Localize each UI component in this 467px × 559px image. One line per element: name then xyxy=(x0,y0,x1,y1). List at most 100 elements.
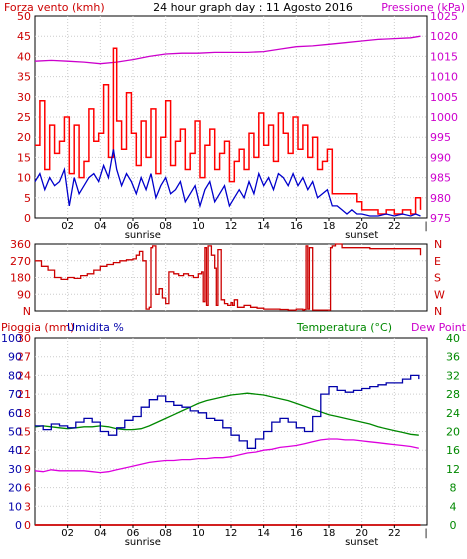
sunset-label: sunset xyxy=(345,537,378,548)
pressure-axis-tick: 1005 xyxy=(430,91,458,104)
dewpoint-line xyxy=(34,438,419,474)
x-tick-label: 06 xyxy=(127,221,140,232)
pressure-axis-tick: 1010 xyxy=(430,71,458,84)
compass-axis-tick: S xyxy=(434,272,441,285)
compass-axis-tick: N xyxy=(434,238,442,251)
x-tick-label: 20 xyxy=(355,528,368,539)
pressure-axis-tick: 1025 xyxy=(430,10,458,23)
x-tick-label: 12 xyxy=(225,528,238,539)
compass-axis-tick: N xyxy=(434,305,442,318)
direction-axis-tick: N xyxy=(23,305,31,318)
wind-axis-tick: 45 xyxy=(17,30,31,43)
x-tick-label: 20 xyxy=(355,221,368,232)
pressure-axis-tick: 1015 xyxy=(430,50,458,63)
x-tick-label: 16 xyxy=(290,528,303,539)
humidity-axis-tick: 20 xyxy=(8,482,22,495)
rain-axis-tick: 30 xyxy=(17,332,31,345)
rain-axis-tick: 27 xyxy=(17,351,31,364)
compass-axis-tick: E xyxy=(434,255,441,268)
temperature-axis-tick: 32 xyxy=(446,369,460,382)
rain-axis-tick: 21 xyxy=(17,388,31,401)
wind-speed-line xyxy=(34,149,421,217)
pressure-axis-tick: 1000 xyxy=(430,111,458,124)
temperature-axis-tick: 16 xyxy=(446,444,460,457)
x-tick-label: 04 xyxy=(94,221,107,232)
pressure-line xyxy=(34,35,421,65)
humidity-axis-tick: 60 xyxy=(8,407,22,420)
x-tick-label: 08 xyxy=(159,528,172,539)
x-tick-label: 22 xyxy=(388,221,401,232)
x-tick-label: 18 xyxy=(323,221,336,232)
rain-axis-tick: 6 xyxy=(24,482,31,495)
temperature-axis-tick: 12 xyxy=(446,463,460,476)
x-tick-label: 10 xyxy=(192,221,205,232)
x-tick-label: 08 xyxy=(159,221,172,232)
pressure-axis-tick: 995 xyxy=(430,131,451,144)
x-tick-label: 10 xyxy=(192,528,205,539)
humidity-axis-tick: 100 xyxy=(1,332,22,345)
humidity-axis-tick: 80 xyxy=(8,369,22,382)
wind-gust-line xyxy=(35,47,422,215)
dewpoint-axis-title: Dew Point xyxy=(411,321,467,334)
rain-axis-tick: 15 xyxy=(17,426,31,439)
rain-axis-tick: 3 xyxy=(24,500,31,513)
sunrise-label: sunrise xyxy=(125,537,161,548)
x-tick-label: 12 xyxy=(225,221,238,232)
x-end-marker: | xyxy=(424,221,427,232)
temperature-line xyxy=(34,392,419,436)
x-tick-label: 04 xyxy=(94,528,107,539)
temperature-axis-title: Temperatura (°C) xyxy=(296,321,392,334)
wind-axis-title: Forza vento (kmh) xyxy=(4,1,105,14)
pressure-axis-title: Pressione (kPa) xyxy=(381,1,465,14)
pressure-axis-tick: 980 xyxy=(430,192,451,205)
sunrise-label: sunrise xyxy=(125,230,161,241)
x-tick-label: 02 xyxy=(61,221,74,232)
temperature-axis-tick: 28 xyxy=(446,388,460,401)
pressure-axis-tick: 985 xyxy=(430,172,451,185)
wind-axis-tick: 0 xyxy=(24,212,31,225)
x-tick-label: 02 xyxy=(61,528,74,539)
wind-axis-tick: 15 xyxy=(17,151,31,164)
rain-axis-tick: 18 xyxy=(17,407,31,420)
direction-axis-tick: 90 xyxy=(17,288,31,301)
wind-axis-tick: 20 xyxy=(17,131,31,144)
chart-title: 24 hour graph day : 11 Agosto 2016 xyxy=(153,1,353,14)
humidity-axis-tick: 70 xyxy=(8,388,22,401)
wind-axis-tick: 25 xyxy=(17,111,31,124)
humidity-axis-tick: 90 xyxy=(8,351,22,364)
x-tick-label: 06 xyxy=(127,528,140,539)
rain-axis-tick: 12 xyxy=(17,444,31,457)
direction-axis-tick: 360 xyxy=(10,238,31,251)
temperature-axis-tick: 24 xyxy=(446,407,460,420)
temperature-axis-tick: 0 xyxy=(450,519,457,532)
humidity-axis-tick: 30 xyxy=(8,463,22,476)
humidity-axis-tick: 0 xyxy=(15,519,22,532)
compass-axis-tick: W xyxy=(434,288,445,301)
temperature-axis-tick: 20 xyxy=(446,426,460,439)
sunset-label: sunset xyxy=(345,230,378,241)
x-tick-label: 14 xyxy=(257,221,270,232)
pressure-axis-tick: 975 xyxy=(430,212,451,225)
x-tick-label: 22 xyxy=(388,528,401,539)
rain-axis-tick: 0 xyxy=(24,519,31,532)
humidity-axis-title: Umidita % xyxy=(67,321,124,334)
x-tick-label: 18 xyxy=(323,528,336,539)
wind-direction-line xyxy=(35,243,422,311)
pressure-axis-tick: 990 xyxy=(430,151,451,164)
direction-axis-tick: 270 xyxy=(10,255,31,268)
wind-axis-tick: 40 xyxy=(17,50,31,63)
wind-axis-tick: 35 xyxy=(17,71,31,84)
temperature-axis-tick: 40 xyxy=(446,332,460,345)
x-tick-label: 16 xyxy=(290,221,303,232)
temperature-axis-tick: 36 xyxy=(446,351,460,364)
temperature-axis-tick: 4 xyxy=(450,500,457,513)
humidity-line xyxy=(35,374,420,449)
wind-axis-tick: 5 xyxy=(24,192,31,205)
rain-axis-title: Pioggia (mm) xyxy=(1,321,74,334)
pressure-axis-tick: 1020 xyxy=(430,30,458,43)
wind-axis-tick: 10 xyxy=(17,172,31,185)
x-tick-label: 14 xyxy=(257,528,270,539)
wind-axis-tick: 30 xyxy=(17,91,31,104)
